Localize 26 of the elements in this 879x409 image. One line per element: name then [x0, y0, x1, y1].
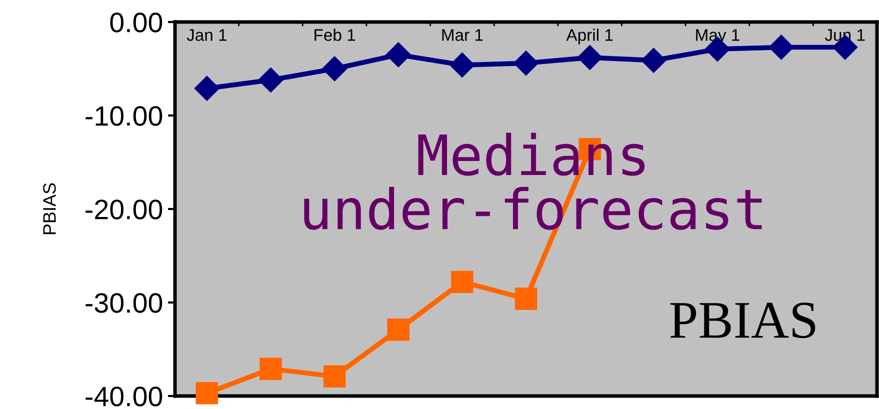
point [196, 382, 218, 404]
point [514, 50, 538, 76]
x-tick-label: Mar 1 [442, 29, 483, 41]
point [194, 76, 220, 101]
point [641, 48, 666, 73]
point [386, 42, 411, 68]
point [450, 52, 475, 78]
point [768, 34, 794, 60]
point [514, 288, 538, 310]
x-tick-label: Feb 1 [314, 28, 356, 41]
annotation: PBIAS [670, 302, 816, 338]
point [323, 365, 346, 388]
y-tick-label: -40.00 [86, 386, 162, 406]
y-tick-label: 0.00 [110, 12, 162, 32]
point [260, 358, 282, 380]
y-tick-label: -30.00 [86, 293, 162, 313]
y-tick-label: -20.00 [86, 200, 162, 220]
x-tick-label: April 1 [566, 28, 613, 44]
point [258, 67, 284, 92]
y-axis-title: PBIAS [43, 183, 56, 234]
x-tick-label: Jan 1 [186, 29, 226, 41]
point [577, 45, 602, 70]
point [387, 318, 410, 341]
point [322, 56, 348, 82]
y-tick-label: -10.00 [86, 106, 162, 126]
point [451, 270, 474, 294]
